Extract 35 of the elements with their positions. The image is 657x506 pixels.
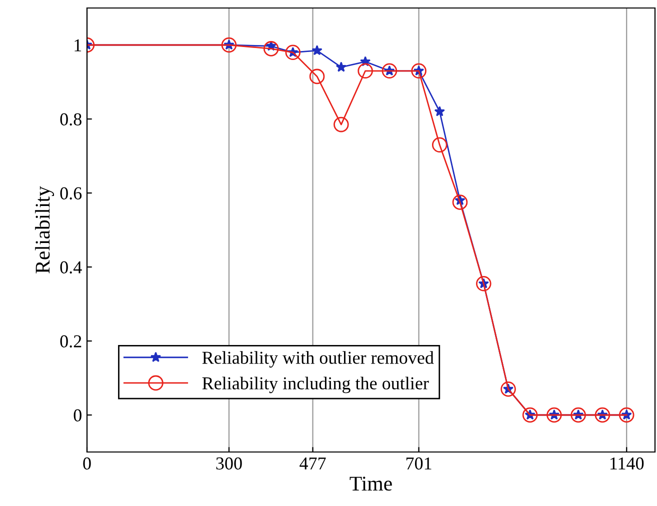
y-tick-label: 0.4 [60, 261, 82, 274]
point [411, 63, 426, 79]
point [312, 44, 322, 56]
legend-label: Reliability with outlier removed [202, 351, 434, 368]
y-tick-label: 0.8 [60, 113, 82, 126]
x-tick-label: 701 [406, 457, 432, 470]
point [500, 381, 516, 397]
x-tick-label: 300 [216, 457, 242, 470]
point [263, 41, 279, 56]
point [522, 407, 538, 423]
y-tick-label: 0 [74, 409, 82, 422]
point [452, 194, 468, 210]
point [618, 407, 634, 423]
point [546, 407, 562, 423]
point [432, 137, 448, 153]
y-tick-label: 0.2 [60, 335, 82, 348]
point [309, 68, 325, 84]
x-tick-label: 0 [83, 457, 91, 470]
x-tick-label: 477 [300, 458, 326, 470]
point [336, 62, 346, 72]
point [334, 116, 349, 132]
point [382, 63, 398, 79]
point [594, 407, 610, 423]
x-tick-label: 1140 [610, 457, 644, 470]
y-axis-title: Reliability [35, 186, 54, 274]
point [476, 276, 492, 292]
y-tick-label: 0.6 [60, 187, 82, 200]
y-tick-label: 1 [74, 39, 82, 52]
x-axis-title: Time [350, 476, 392, 491]
point [570, 407, 586, 423]
point [221, 37, 237, 53]
legend-label: Reliability including the outlier [202, 376, 429, 394]
point [358, 63, 373, 79]
point [285, 44, 301, 60]
point [434, 106, 445, 116]
